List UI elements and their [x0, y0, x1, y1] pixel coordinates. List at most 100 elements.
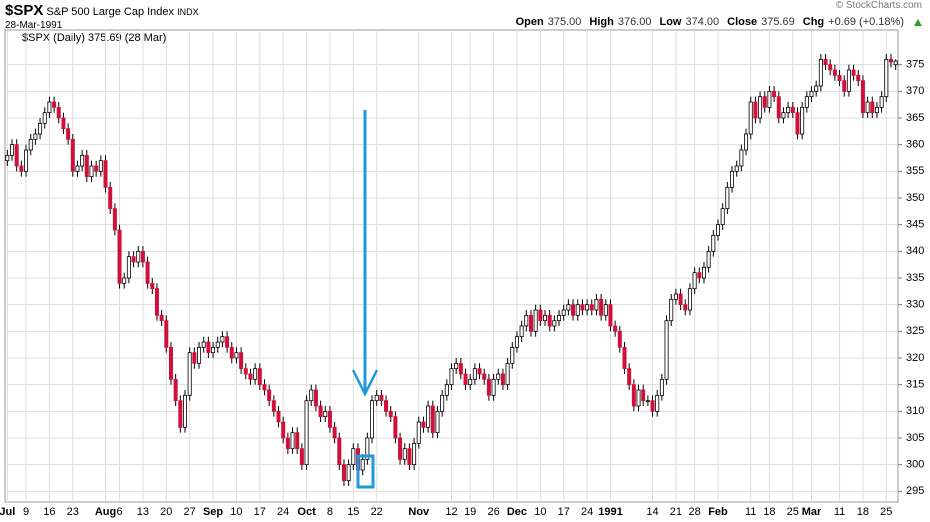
x-tick-label: 21 — [670, 506, 682, 518]
candle-body — [426, 405, 431, 428]
candle-body — [575, 304, 580, 316]
candle-body — [94, 165, 99, 172]
candle-body — [477, 368, 482, 375]
x-tick-label: Feb — [708, 506, 728, 518]
candle-body — [767, 90, 772, 108]
x-tick-label: 6 — [116, 506, 122, 518]
candle-body — [468, 378, 473, 386]
candle-body — [856, 74, 861, 82]
candle-body — [267, 389, 272, 402]
candle-body — [412, 442, 417, 466]
candle-body — [257, 368, 262, 386]
candle-body — [772, 90, 777, 98]
candle-body — [496, 373, 501, 380]
candle-body — [24, 149, 29, 172]
candle-body — [781, 112, 786, 119]
candle-body — [112, 208, 117, 231]
candle-body — [561, 309, 566, 316]
candle-body — [248, 373, 253, 380]
candle-body — [430, 405, 435, 434]
candle-body — [290, 432, 295, 450]
candle-body — [229, 346, 234, 359]
candle-body — [482, 373, 487, 380]
candle-body — [187, 352, 192, 396]
candle-body — [84, 154, 89, 178]
candle-body — [47, 101, 52, 114]
candle-body — [192, 352, 197, 364]
candle-body — [281, 421, 286, 439]
x-tick-label: 8 — [327, 506, 333, 518]
x-tick-label: Oct — [297, 506, 316, 518]
x-tick-label: Mar — [802, 506, 822, 518]
quote-label: Low — [659, 16, 682, 28]
y-tick-label: 330 — [906, 299, 924, 311]
symbol: $SPX — [5, 2, 44, 19]
candle-body — [627, 368, 632, 386]
y-tick-label: 370 — [906, 85, 924, 97]
candle-body — [341, 464, 346, 482]
candle-body — [865, 101, 870, 114]
candle-body — [594, 298, 599, 311]
candle-body — [734, 165, 739, 172]
candle-body — [814, 85, 819, 92]
candle-body — [220, 336, 225, 343]
candle-body — [510, 346, 515, 364]
x-tick-label: 17 — [254, 506, 266, 518]
x-tick-label: 25 — [880, 506, 892, 518]
y-tick-label: 300 — [906, 459, 924, 471]
candle-body — [571, 304, 576, 316]
annotation-arrowhead — [351, 369, 379, 397]
candle-body — [239, 352, 244, 370]
candle-body — [61, 117, 66, 130]
candle-body — [589, 304, 594, 311]
candle-body — [295, 432, 300, 450]
quote-label: Open — [515, 16, 544, 28]
candle-body — [832, 69, 837, 76]
candle-body — [435, 410, 440, 434]
candle-body — [846, 69, 851, 92]
candle-body — [650, 400, 655, 412]
x-tick-label: 18 — [763, 506, 775, 518]
y-tick-label: 360 — [906, 139, 924, 151]
candle-body — [108, 186, 113, 210]
candle-body — [117, 229, 122, 284]
index-name: S&P 500 Large Cap Index — [46, 6, 175, 18]
candle-body — [388, 410, 393, 418]
x-tick-label: 22 — [371, 506, 383, 518]
y-tick-label: 335 — [906, 272, 924, 284]
candle-body — [150, 282, 155, 290]
candle-body — [486, 378, 491, 396]
candle-body — [285, 437, 290, 450]
candle-body — [253, 368, 258, 380]
candle-body — [89, 165, 94, 178]
candle-body — [500, 373, 505, 386]
candle-body — [197, 346, 202, 364]
candle-body — [346, 464, 351, 482]
annotation-box — [356, 454, 375, 489]
candle-body — [318, 405, 323, 418]
candle-body — [874, 106, 879, 114]
candle-body — [323, 410, 328, 418]
candle-body — [631, 384, 636, 407]
x-tick-label: 13 — [137, 506, 149, 518]
candle-body — [276, 410, 281, 423]
candle-body — [599, 298, 604, 316]
candle-body — [678, 293, 683, 306]
quote-label: Close — [727, 16, 758, 28]
x-tick-label: 15 — [347, 506, 359, 518]
candle-body — [528, 314, 533, 332]
quote-bar: Open 375.00 High 376.00 Low 374.00 Close 375.69… — [516, 16, 912, 28]
candle-body — [304, 400, 309, 466]
candle-body — [234, 352, 239, 359]
candle-body — [458, 362, 463, 375]
candle-body — [14, 144, 19, 167]
candle-body — [617, 330, 622, 348]
candle-body — [140, 250, 145, 263]
candle-body — [407, 448, 412, 466]
candle-body — [136, 250, 141, 263]
candle-body — [173, 378, 178, 402]
x-tick-label: 24 — [581, 506, 593, 518]
candle-body — [402, 448, 407, 460]
candle-body — [739, 149, 744, 167]
